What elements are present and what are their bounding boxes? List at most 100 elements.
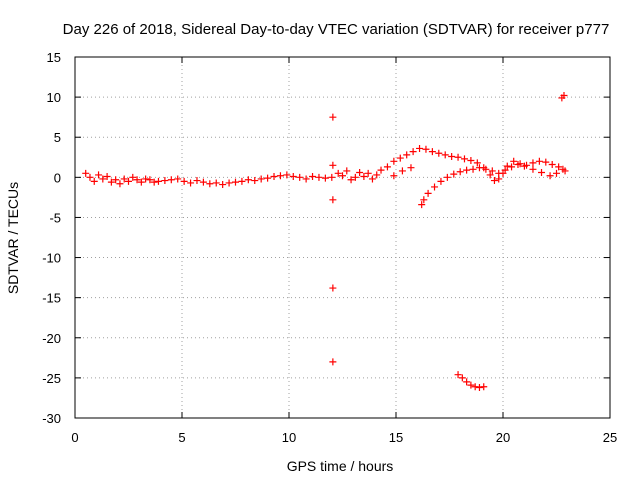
data-point bbox=[137, 178, 145, 186]
data-point bbox=[238, 177, 246, 185]
data-point bbox=[99, 175, 107, 183]
x-tick-label: 10 bbox=[282, 430, 296, 445]
data-point bbox=[458, 374, 466, 382]
data-point bbox=[390, 157, 398, 165]
data-point bbox=[538, 169, 546, 177]
data-point bbox=[193, 177, 201, 185]
data-point bbox=[422, 145, 430, 153]
data-point bbox=[283, 171, 291, 179]
data-point bbox=[514, 160, 522, 168]
data-point bbox=[431, 183, 439, 191]
data-point bbox=[339, 172, 346, 180]
data-point bbox=[321, 174, 329, 182]
data-point bbox=[289, 173, 297, 181]
data-point bbox=[133, 176, 141, 184]
x-tick-label: 5 bbox=[178, 430, 185, 445]
data-point bbox=[95, 171, 103, 179]
data-layer bbox=[82, 92, 569, 392]
data-point bbox=[529, 165, 537, 173]
data-point bbox=[219, 181, 227, 189]
data-point bbox=[475, 164, 483, 172]
data-point bbox=[154, 177, 162, 185]
data-point bbox=[469, 165, 477, 173]
data-point bbox=[529, 159, 537, 167]
data-point bbox=[480, 383, 488, 391]
data-point bbox=[244, 176, 252, 184]
data-point bbox=[302, 175, 310, 183]
data-point bbox=[435, 149, 443, 157]
data-point bbox=[150, 178, 158, 186]
y-tick-label: -25 bbox=[42, 371, 61, 386]
data-point bbox=[356, 169, 364, 177]
data-point bbox=[450, 170, 458, 178]
data-point bbox=[555, 163, 563, 171]
data-point bbox=[107, 178, 115, 186]
data-point bbox=[167, 176, 175, 184]
data-point bbox=[437, 177, 445, 185]
data-point bbox=[467, 156, 475, 164]
data-point bbox=[146, 176, 154, 184]
data-point bbox=[488, 167, 496, 175]
series-lower-arc bbox=[390, 160, 560, 209]
data-point bbox=[441, 151, 449, 159]
data-point bbox=[232, 178, 239, 186]
data-point bbox=[508, 163, 516, 171]
x-axis-label: GPS time / hours bbox=[287, 458, 394, 474]
data-point bbox=[368, 175, 376, 183]
x-tick-label: 15 bbox=[389, 430, 403, 445]
data-point bbox=[548, 160, 556, 168]
series-low-excursion bbox=[454, 371, 488, 392]
data-point bbox=[315, 173, 323, 181]
data-point bbox=[501, 166, 509, 174]
data-point bbox=[329, 113, 337, 121]
axis-ticks: 0 5 10 15 20 25 -30 -25 -20 -15 -10 -5 0 5 10 15 bbox=[42, 50, 617, 445]
data-point bbox=[180, 177, 188, 185]
data-point bbox=[129, 173, 137, 181]
series-band-after-gap bbox=[334, 166, 385, 184]
y-tick-label: 5 bbox=[54, 130, 61, 145]
data-point bbox=[351, 173, 359, 181]
y-tick-label: -20 bbox=[42, 331, 61, 346]
data-point bbox=[463, 378, 471, 386]
data-point bbox=[398, 167, 406, 175]
y-tick-label: -5 bbox=[49, 210, 61, 225]
data-point bbox=[542, 158, 550, 166]
data-point bbox=[448, 152, 456, 160]
data-point bbox=[561, 167, 569, 175]
y-tick-label: 0 bbox=[54, 170, 61, 185]
data-point bbox=[90, 177, 98, 185]
data-point bbox=[116, 180, 124, 188]
plot-frame bbox=[74, 56, 611, 419]
series-main-band bbox=[82, 169, 336, 189]
data-point bbox=[103, 173, 111, 181]
data-point bbox=[86, 173, 94, 181]
chart-title: Day 226 of 2018, Sidereal Day-to-day VTE… bbox=[63, 21, 610, 38]
data-point bbox=[329, 196, 337, 204]
data-point bbox=[424, 189, 432, 197]
data-point bbox=[418, 201, 426, 209]
data-point bbox=[520, 162, 528, 170]
data-point bbox=[329, 284, 337, 292]
data-point bbox=[251, 177, 259, 185]
series-evening-band bbox=[383, 144, 569, 185]
data-point bbox=[212, 179, 220, 187]
data-point bbox=[463, 166, 471, 174]
data-point bbox=[360, 173, 368, 181]
data-point bbox=[535, 157, 543, 165]
data-point bbox=[390, 172, 398, 180]
data-point bbox=[334, 169, 342, 177]
data-point bbox=[377, 166, 385, 174]
y-axis-label: SDTVAR / TECUs bbox=[5, 182, 21, 294]
data-point bbox=[553, 169, 560, 177]
data-point bbox=[187, 179, 195, 187]
data-point bbox=[276, 172, 284, 180]
data-point bbox=[206, 180, 214, 188]
x-tick-label: 0 bbox=[71, 430, 78, 445]
data-point bbox=[142, 175, 150, 183]
x-tick-label: 20 bbox=[496, 430, 510, 445]
data-point bbox=[495, 169, 503, 177]
x-tick-label: 25 bbox=[603, 430, 617, 445]
data-point bbox=[328, 173, 336, 181]
data-point bbox=[309, 173, 317, 181]
data-point bbox=[546, 172, 554, 180]
